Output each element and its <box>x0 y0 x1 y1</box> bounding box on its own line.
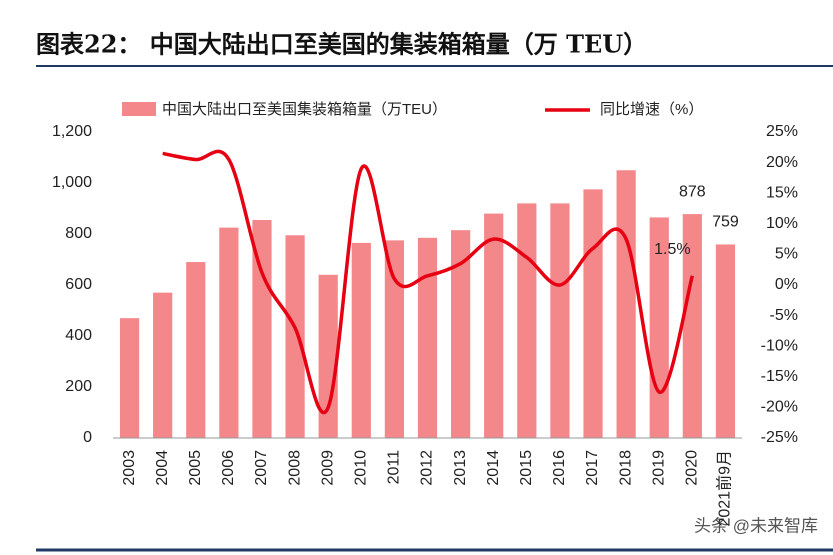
bar <box>219 227 239 438</box>
y2-tick-label: 20% <box>766 154 798 171</box>
y-tick-label: 0 <box>83 429 92 446</box>
bar <box>252 219 272 438</box>
legend-swatch <box>122 102 156 116</box>
x-tick-label: 2016 <box>551 450 568 486</box>
x-tick-label: 2008 <box>286 450 303 486</box>
x-tick-label: 2017 <box>584 450 601 486</box>
bar <box>351 242 371 438</box>
data-label: 878 <box>679 183 706 200</box>
x-tick-label: 2020 <box>684 450 701 486</box>
y-tick-label: 400 <box>65 327 92 344</box>
x-tick-label: 2018 <box>617 450 634 486</box>
bar <box>318 274 338 438</box>
bar <box>285 235 305 438</box>
line <box>162 149 695 415</box>
y-tick-label: 200 <box>65 378 92 395</box>
x-tick-label: 2012 <box>419 450 436 486</box>
y2-tick-label: -20% <box>761 399 798 416</box>
x-tick-label: 2003 <box>121 450 138 486</box>
y2-tick-label: 15% <box>766 184 798 201</box>
data-label: 1.5% <box>654 241 690 258</box>
bar <box>682 214 702 438</box>
bar <box>153 292 173 438</box>
y-tick-label: 1,200 <box>52 123 92 140</box>
x-tick-label: 2014 <box>485 450 502 486</box>
y2-tick-label: 10% <box>766 215 798 232</box>
y2-tick-label: 5% <box>775 246 798 263</box>
x-tick-label: 2007 <box>253 450 270 486</box>
data-label: 759 <box>712 214 739 231</box>
y-tick-label: 800 <box>65 225 92 242</box>
legend-label: 中国大陆出口至美国集装箱箱量（万TEU） <box>162 101 447 118</box>
bar <box>715 244 736 438</box>
y2-tick-label: -15% <box>761 368 798 385</box>
bar <box>583 189 603 438</box>
y-tick-label: 600 <box>65 276 92 293</box>
y-tick-label: 1,000 <box>52 174 92 191</box>
chart-title: 图表22： 中国大陆出口至美国的集装箱箱量（万 TEU） <box>36 30 647 59</box>
x-tick-label: 2005 <box>187 450 204 486</box>
bar <box>517 203 537 438</box>
x-tick-label: 2006 <box>220 450 237 486</box>
x-tick-label: 2015 <box>518 450 535 486</box>
bar <box>484 213 504 438</box>
y2-tick-label: -5% <box>770 307 798 324</box>
bar <box>550 203 570 438</box>
bar <box>451 230 471 438</box>
y2-tick-label: 0% <box>775 276 798 293</box>
bar <box>186 262 206 438</box>
watermark: 头条 @未来智库 <box>694 516 818 535</box>
y2-tick-label: 25% <box>766 123 798 140</box>
x-tick-label: 2019 <box>650 450 667 486</box>
x-tick-label: 2004 <box>154 450 171 486</box>
x-tick-label: 2011 <box>386 450 403 485</box>
bar <box>119 318 140 438</box>
y2-tick-label: -25% <box>761 429 798 446</box>
bar <box>417 237 438 438</box>
x-tick-label: 2010 <box>353 450 370 486</box>
bar <box>384 240 404 438</box>
legend-label: 同比增速（%） <box>600 101 703 118</box>
x-tick-label: 2013 <box>452 450 469 486</box>
x-tick-label: 2009 <box>319 450 336 486</box>
bar <box>616 170 636 438</box>
x-tick-label: 2021前9月 <box>716 450 734 527</box>
y2-tick-label: -10% <box>761 337 798 354</box>
